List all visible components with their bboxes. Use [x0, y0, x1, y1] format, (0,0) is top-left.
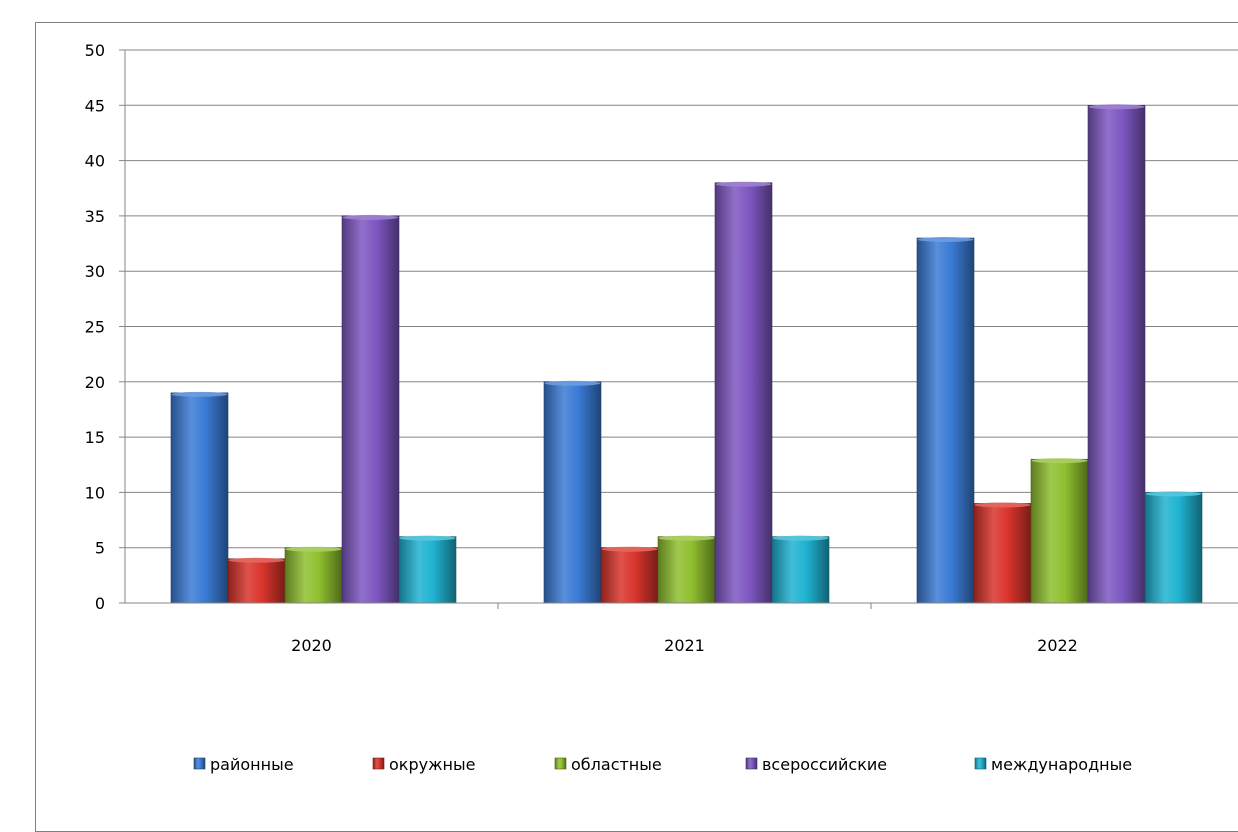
bar-cap — [974, 502, 1031, 508]
bar-международные-2022 — [1144, 492, 1203, 604]
bar-районные-2021 — [543, 381, 602, 604]
bar-cap — [658, 535, 715, 541]
bar-окружные-2022 — [973, 503, 1032, 604]
bar-окружные-2020 — [227, 558, 286, 604]
y-tick-label: 5 — [95, 539, 105, 558]
bar-международные-2021 — [771, 536, 830, 604]
y-tick-label: 45 — [85, 96, 105, 115]
y-tick-label: 10 — [85, 483, 105, 502]
legend-swatch — [554, 757, 567, 770]
bar-cap — [1031, 458, 1088, 464]
y-tick-label: 35 — [85, 207, 105, 226]
y-tick-label: 25 — [85, 318, 105, 337]
bar-cap — [544, 380, 601, 386]
x-tick-label: 2020 — [291, 636, 332, 655]
legend-swatch — [974, 757, 987, 770]
legend-swatch — [745, 757, 758, 770]
legend: районные окружные областные всероссийские ме… — [193, 755, 1132, 774]
legend-swatch — [193, 757, 206, 770]
legend-label: районные — [210, 755, 294, 774]
bar-областные-2020 — [284, 547, 343, 604]
legend-label: окружные — [389, 755, 475, 774]
bar-cap — [917, 237, 974, 243]
bar-районные-2020 — [170, 392, 229, 604]
bar-cap — [601, 546, 658, 552]
legend-label: международные — [991, 755, 1132, 774]
axes: 0 5 10 15 20 25 30 35 40 45 50 2020 2021 2022 — [85, 41, 1238, 655]
bar-международные-2020 — [398, 536, 457, 604]
bar-cap — [715, 181, 772, 187]
bar-cap — [285, 546, 342, 552]
x-tick-label: 2021 — [664, 636, 705, 655]
bar-cap — [1145, 491, 1202, 497]
y-tick-label: 20 — [85, 373, 105, 392]
bar-окружные-2021 — [600, 547, 659, 604]
legend-label: областные — [571, 755, 662, 774]
chart-frame — [35, 22, 1238, 832]
bar-областные-2022 — [1030, 458, 1089, 604]
y-tick-label: 40 — [85, 152, 105, 171]
x-tick-label: 2022 — [1037, 636, 1078, 655]
bar-cap — [772, 535, 829, 541]
bar-всероссийские-2020 — [341, 215, 400, 604]
bar-cap — [342, 214, 399, 220]
bar-областные-2021 — [657, 536, 716, 604]
bar-всероссийские-2022 — [1087, 105, 1146, 604]
y-tick-label: 30 — [85, 262, 105, 281]
bar-cap — [399, 535, 456, 541]
bar-всероссийские-2021 — [714, 182, 773, 604]
y-tick-label: 0 — [95, 594, 105, 613]
bars — [170, 104, 1203, 604]
bar-cap — [1088, 104, 1145, 110]
y-tick-label: 15 — [85, 428, 105, 447]
bar-cap — [171, 391, 228, 397]
legend-label: всероссийские — [762, 755, 887, 774]
bar-районные-2022 — [916, 237, 975, 604]
y-tick-label: 50 — [85, 41, 105, 60]
bar-cap — [228, 557, 285, 563]
legend-swatch — [372, 757, 385, 770]
